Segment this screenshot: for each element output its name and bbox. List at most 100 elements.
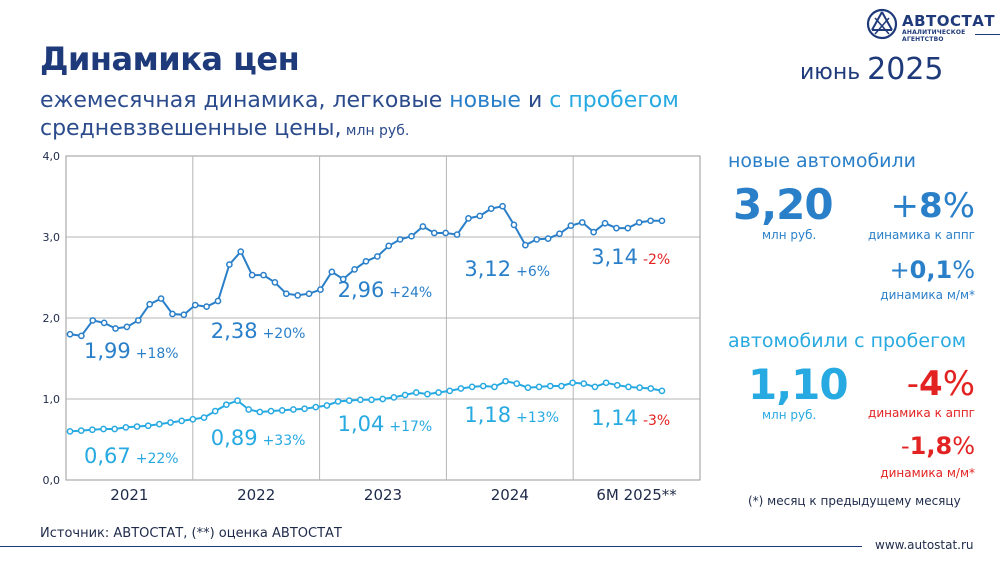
- data-point-new: [419, 223, 427, 230]
- data-point-new: [613, 224, 620, 232]
- annotation-new: 2,38 +20%: [211, 319, 306, 343]
- used-yoy-sign: -: [906, 364, 920, 404]
- data-point-new: [89, 317, 97, 324]
- data-point-used: [479, 382, 487, 390]
- data-point-used: [312, 403, 320, 411]
- data-point-used: [446, 387, 454, 395]
- new-cars-price: 3,20: [733, 180, 834, 229]
- data-point-new: [476, 212, 484, 220]
- data-point-used: [424, 390, 431, 398]
- data-point-new: [430, 229, 438, 237]
- data-point-new: [522, 241, 529, 249]
- website-link[interactable]: www.autostat.ru: [875, 538, 974, 552]
- new-mom-sign: +: [889, 256, 910, 284]
- data-point-used: [133, 423, 141, 430]
- data-point-used: [435, 389, 442, 396]
- annotation-value: 0,89: [211, 426, 258, 450]
- period-month: июнь: [800, 60, 868, 85]
- price-line-chart: 0,0 1,0 2,0 3,0 4,0 2021 2022 2023 2024 6М 2025**…: [43, 150, 701, 504]
- new-mom-value: 0,1: [909, 256, 953, 284]
- annotation-change: +20%: [263, 326, 306, 342]
- report-period: июнь 2025: [800, 52, 944, 87]
- data-point-used: [524, 384, 532, 392]
- data-point-used: [77, 427, 85, 434]
- data-point-used: [357, 396, 364, 404]
- data-point-used: [569, 379, 576, 387]
- y-tick-label: 0,0: [43, 474, 61, 487]
- data-point-used: [111, 425, 119, 433]
- subtitle-and: и: [520, 88, 550, 113]
- x-tick-label: 2022: [237, 486, 275, 504]
- annotation-new: 2,96 +24%: [338, 278, 433, 302]
- data-point-new: [362, 257, 370, 265]
- period-year: 2025: [867, 52, 944, 87]
- data-point-new: [601, 219, 609, 227]
- annotation-value: 3,14: [591, 245, 638, 269]
- annotation-value: 1,99: [84, 339, 131, 363]
- new-cars-yoy: +8%: [891, 186, 975, 226]
- autostat-logo-icon: [866, 8, 898, 40]
- used-cars-yoy: -4%: [907, 364, 975, 404]
- data-point-used: [66, 428, 74, 435]
- data-point-new: [499, 202, 506, 210]
- data-point-new: [647, 217, 654, 225]
- annotation-new: 3,12 +6%: [464, 257, 550, 281]
- new-cars-heading: новые автомобили: [728, 150, 917, 172]
- used-cars-price-unit: млн руб.: [762, 408, 817, 422]
- data-point-used: [647, 385, 655, 392]
- annotation-change: +24%: [389, 285, 432, 301]
- data-point-new: [385, 242, 393, 250]
- used-yoy-percent: %: [942, 364, 975, 404]
- new-cars-price-unit: млн руб.: [762, 228, 817, 242]
- logo-divider: [975, 34, 1000, 35]
- data-point-used: [156, 420, 163, 428]
- used-mom-percent: %: [952, 432, 975, 460]
- data-point-used: [245, 406, 253, 413]
- data-point-new: [169, 310, 176, 318]
- data-point-new: [317, 286, 324, 293]
- y-tick-label: 2,0: [43, 312, 61, 325]
- used-yoy-value: 4: [919, 364, 943, 404]
- data-point-used: [189, 415, 197, 423]
- data-point-new: [226, 261, 233, 268]
- logo-name: АВТОСТАТ: [902, 12, 996, 30]
- data-point-used: [535, 383, 543, 391]
- y-tick-label: 1,0: [43, 393, 61, 406]
- new-yoy-percent: %: [942, 186, 975, 226]
- data-point-new: [294, 291, 302, 299]
- data-point-used: [502, 377, 509, 385]
- data-point-used: [256, 408, 264, 416]
- annotation-value: 0,67: [84, 444, 131, 468]
- new-cars-yoy-label: динамика к аппг: [868, 228, 975, 242]
- data-point-new: [282, 290, 290, 298]
- annotation-used: 0,67 +22%: [84, 444, 179, 468]
- data-point-used: [513, 380, 521, 387]
- data-point-new: [260, 271, 267, 279]
- data-point-new: [533, 236, 541, 243]
- data-point-new: [578, 219, 586, 226]
- data-point-new: [396, 236, 404, 243]
- logo-tagline: АНАЛИТИЧЕСКОЕ АГЕНТСТВО: [902, 29, 966, 43]
- used-cars-price: 1,10: [748, 360, 849, 409]
- data-point-used: [301, 405, 308, 413]
- data-point-new: [134, 317, 142, 324]
- data-point-new: [146, 300, 154, 308]
- data-point-used: [468, 383, 476, 391]
- data-point-used: [636, 384, 643, 392]
- data-point-new: [100, 319, 108, 327]
- data-point-new: [556, 230, 563, 238]
- used-mom-sign: -: [901, 432, 910, 460]
- data-point-new: [191, 301, 199, 309]
- data-point-used: [234, 397, 241, 404]
- data-point-used: [401, 391, 409, 399]
- subtitle-line-1: ежемесячная динамика, легковые новые и с…: [40, 88, 679, 113]
- annotation-used: 1,04 +17%: [338, 412, 433, 436]
- data-point-used: [345, 397, 353, 404]
- used-mom-value: 1,8: [909, 432, 953, 460]
- used-cars-mom-label: динамика м/м*: [880, 466, 975, 480]
- data-point-new: [248, 271, 256, 279]
- annotation-value: 3,12: [464, 257, 511, 281]
- subtitle-unit: млн руб.: [341, 123, 410, 139]
- annotation-used: 1,14 -3%: [591, 406, 670, 430]
- data-point-used: [122, 424, 130, 431]
